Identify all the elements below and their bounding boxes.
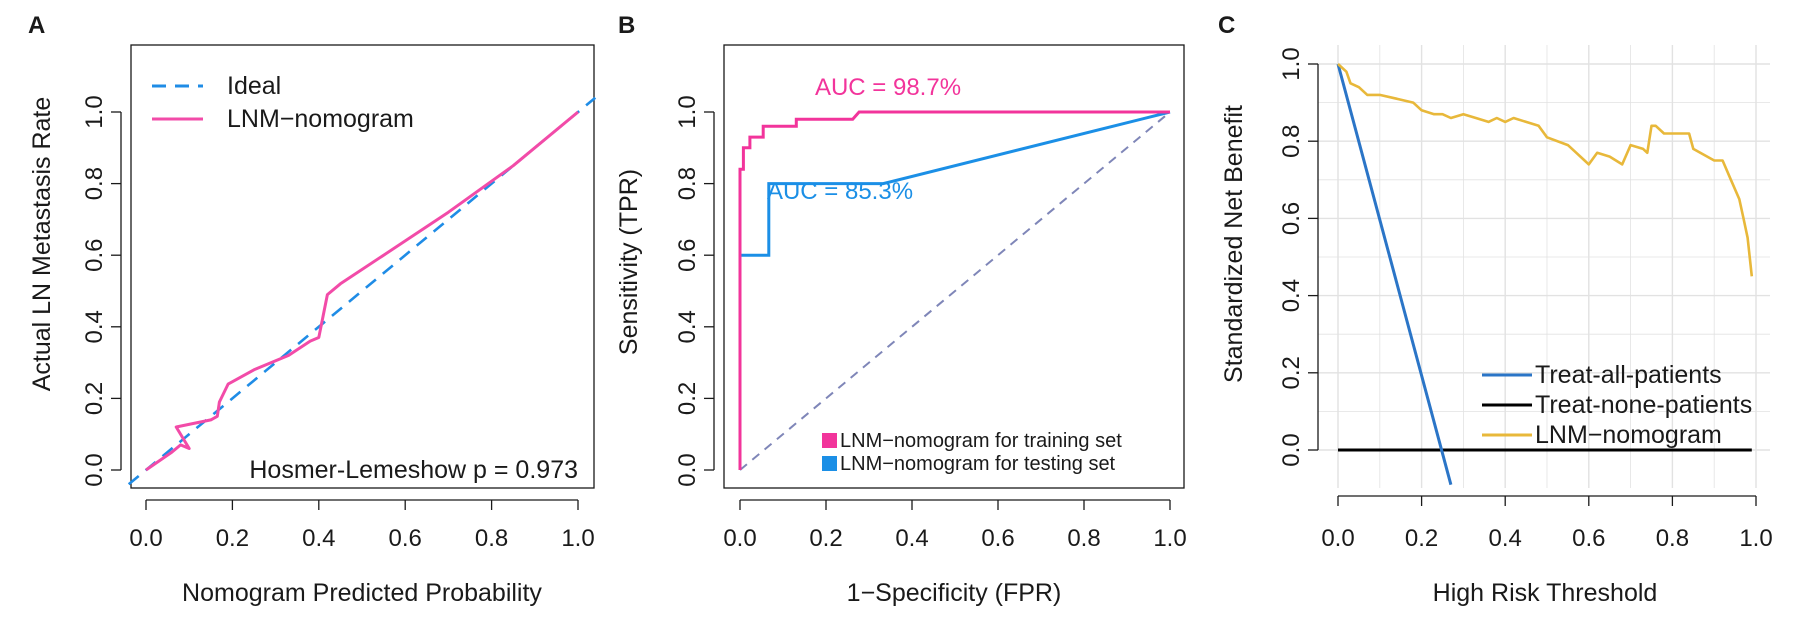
panel-c-y-axis: 0.0 0.2 0.4 0.6 0.8 1.0 bbox=[1278, 47, 1319, 467]
y-tick-label: 0.0 bbox=[81, 453, 108, 486]
panel-a-letter: A bbox=[28, 12, 45, 39]
x-tick-label: 0.0 bbox=[723, 525, 756, 552]
panel-c-x-axis: 0.0 0.2 0.4 0.6 0.8 1.0 bbox=[1321, 495, 1773, 552]
x-tick-label: 0.2 bbox=[809, 525, 842, 552]
legend-training-label: LNM−nomogram for training set bbox=[840, 430, 1122, 452]
panel-b-letter: B bbox=[618, 12, 635, 39]
x-tick-label: 0.6 bbox=[1572, 525, 1605, 552]
legend-treat-none-label: Treat-none-patients bbox=[1535, 391, 1752, 419]
panel-b-series bbox=[738, 110, 1171, 471]
legend-treat-all-label: Treat-all-patients bbox=[1535, 361, 1722, 389]
legend-nomogram-label: LNM−nomogram bbox=[227, 105, 414, 133]
x-tick-label: 0.0 bbox=[129, 525, 162, 552]
y-tick-label: 0.8 bbox=[1278, 125, 1305, 158]
x-tick-label: 0.0 bbox=[1321, 525, 1354, 552]
x-tick-label: 0.6 bbox=[389, 525, 422, 552]
panel-a-series bbox=[127, 96, 597, 486]
x-tick-label: 1.0 bbox=[1153, 525, 1186, 552]
y-tick-label: 0.4 bbox=[674, 310, 701, 343]
panel-c-series bbox=[1336, 63, 1754, 486]
y-tick-label: 0.6 bbox=[81, 239, 108, 272]
y-tick-label: 0.2 bbox=[1278, 356, 1305, 389]
x-tick-label: 0.4 bbox=[302, 525, 335, 552]
panel-a-legend: Ideal LNM−nomogram bbox=[152, 72, 414, 133]
y-tick-label: 1.0 bbox=[674, 95, 701, 128]
panel-b-y-axis: 0.0 0.2 0.4 0.6 0.8 1.0 bbox=[674, 95, 715, 487]
panel-c-x-title: High Risk Threshold bbox=[1433, 579, 1658, 607]
y-tick-label: 1.0 bbox=[81, 95, 108, 128]
x-tick-label: 1.0 bbox=[1739, 525, 1772, 552]
y-tick-label: 0.0 bbox=[674, 453, 701, 486]
y-tick-label: 0.4 bbox=[81, 310, 108, 343]
panel-a-x-axis: 0.0 0.2 0.4 0.6 0.8 1.0 bbox=[129, 499, 595, 552]
panel-b-legend: LNM−nomogram for training set LNM−nomogr… bbox=[822, 430, 1122, 475]
y-tick-label: 1.0 bbox=[1278, 47, 1305, 80]
legend-testing-label: LNM−nomogram for testing set bbox=[840, 453, 1116, 475]
legend-testing-swatch bbox=[822, 456, 837, 471]
panel-b-roc: B 0.0 0.2 0.4 0.6 0.8 1.0 0.00.20.40.60.81.0 … bbox=[615, 12, 1187, 607]
panel-c-letter: C bbox=[1218, 12, 1235, 39]
x-tick-label: 1.0 bbox=[561, 525, 594, 552]
y-tick-label: 0.2 bbox=[81, 382, 108, 415]
series-nomogram-line bbox=[145, 110, 579, 472]
panel-c-y-title: Standardized Net Benefit bbox=[1220, 105, 1248, 383]
x-tick-label: 0.2 bbox=[216, 525, 249, 552]
panel-b-y-title: Sensitivity (TPR) bbox=[615, 169, 643, 355]
x-tick-label: 0.2 bbox=[1405, 525, 1438, 552]
legend-dca-nomogram-label: LNM−nomogram bbox=[1535, 421, 1722, 449]
legend-training-swatch bbox=[822, 433, 837, 448]
y-tick-label: 0.8 bbox=[81, 167, 108, 200]
y-tick-label: 0.6 bbox=[1278, 202, 1305, 235]
y-tick-label: 0.4 bbox=[1278, 279, 1305, 312]
hosmer-lemeshow-annotation: Hosmer-Lemeshow p = 0.973 bbox=[249, 456, 578, 484]
panel-a-calibration: A 0.0 0.2 0.4 0.6 0.8 1.0 0.00.20.40.60.81.0 … bbox=[28, 12, 597, 607]
series-treat-all-line bbox=[1336, 63, 1453, 486]
auc-testing-label: AUC = 85.3% bbox=[767, 178, 913, 205]
legend-ideal-label: Ideal bbox=[227, 72, 281, 100]
series-training-roc bbox=[738, 110, 1170, 470]
x-tick-label: 0.6 bbox=[981, 525, 1014, 552]
series-dca-nomogram-line bbox=[1337, 63, 1754, 277]
panel-a-y-title: Actual LN Metastasis Rate bbox=[28, 97, 56, 392]
y-tick-label: 0.2 bbox=[674, 382, 701, 415]
y-tick-label: 0.6 bbox=[674, 239, 701, 272]
panel-b-x-axis: 0.0 0.2 0.4 0.6 0.8 1.0 bbox=[723, 499, 1187, 552]
panel-a-x-title: Nomogram Predicted Probability bbox=[182, 579, 542, 607]
y-tick-label: 0.8 bbox=[674, 167, 701, 200]
auc-training-label: AUC = 98.7% bbox=[815, 74, 961, 101]
panel-c-decision-curve: C 0.0 0.2 0.4 0.6 0.8 1.0 0.00.20.40.60.81.0 … bbox=[1218, 12, 1773, 607]
panel-c-legend: Treat-all-patients Treat-none-patients L… bbox=[1482, 361, 1752, 449]
panel-b-x-title: 1−Specificity (FPR) bbox=[847, 579, 1062, 607]
series-chance-diagonal bbox=[739, 111, 1171, 471]
panel-b-frame bbox=[723, 44, 1185, 489]
y-tick-label: 0.0 bbox=[1278, 433, 1305, 466]
panel-a-y-axis: 0.0 0.2 0.4 0.6 0.8 1.0 bbox=[81, 95, 122, 487]
panel-a-frame bbox=[130, 44, 595, 489]
x-tick-label: 0.4 bbox=[895, 525, 928, 552]
x-tick-label: 0.8 bbox=[475, 525, 508, 552]
x-tick-label: 0.8 bbox=[1067, 525, 1100, 552]
x-tick-label: 0.8 bbox=[1656, 525, 1689, 552]
x-tick-label: 0.4 bbox=[1489, 525, 1522, 552]
